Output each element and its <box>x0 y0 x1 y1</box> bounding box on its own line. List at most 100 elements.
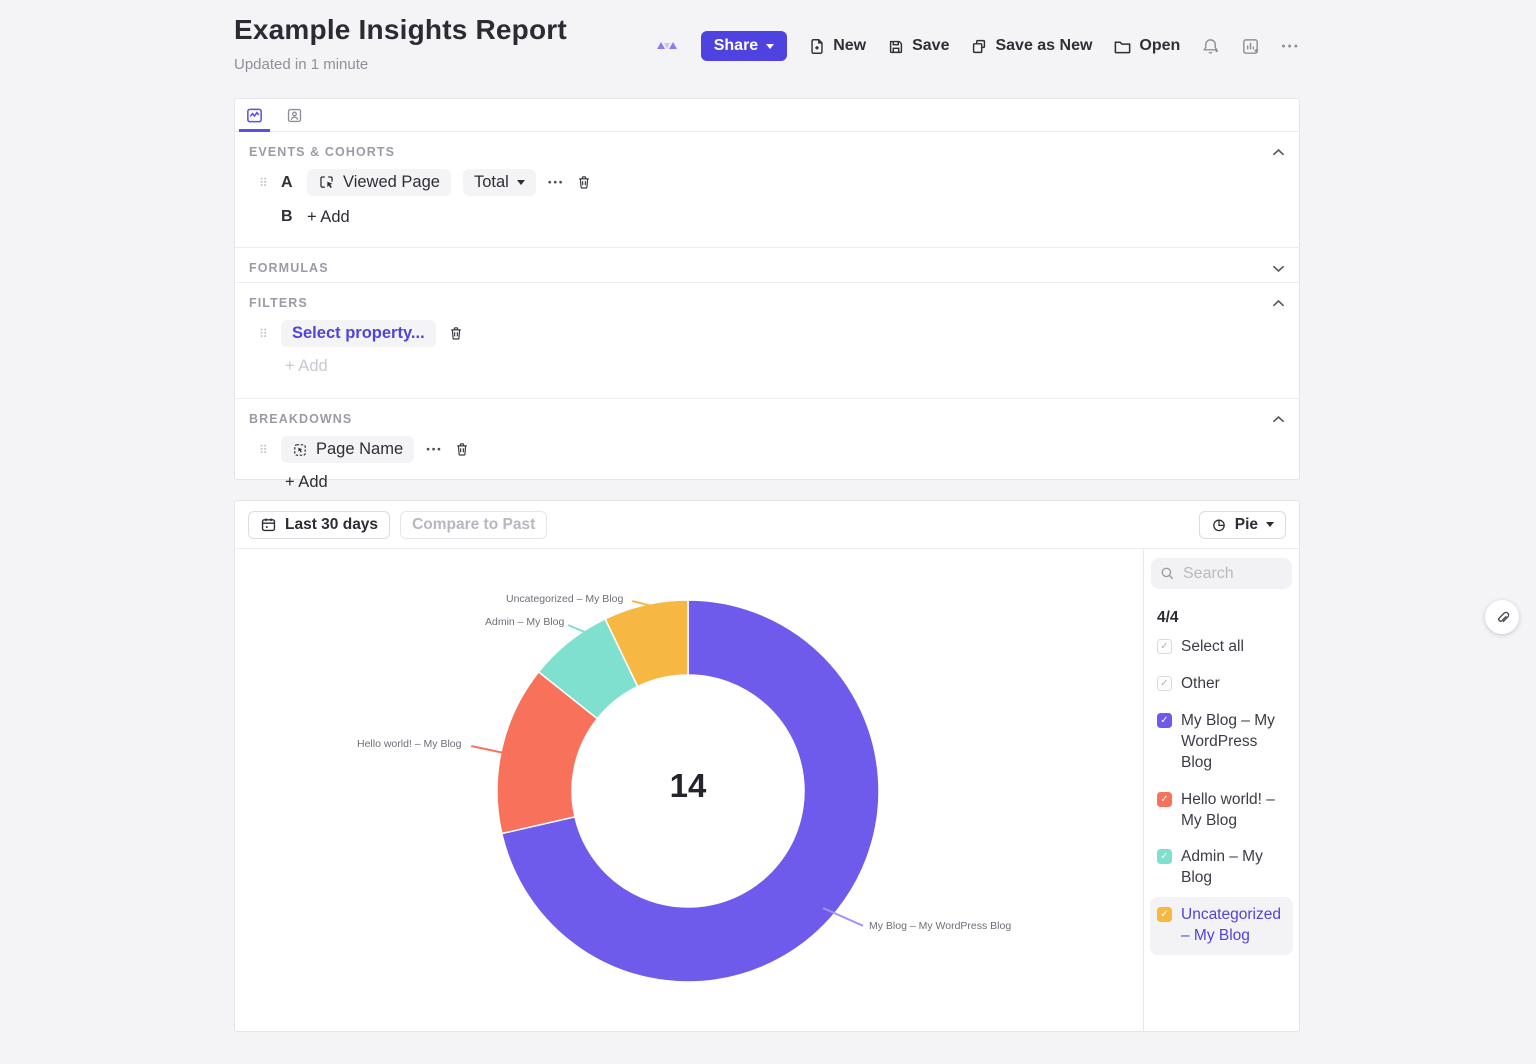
tab-events[interactable] <box>239 99 270 132</box>
aggregation-dropdown[interactable]: Total <box>462 169 536 196</box>
legend-sidebar: 4/4 ✓ Select all ✓ Other ✓ My Blog – My W… <box>1143 549 1299 1032</box>
add-to-board-button[interactable] <box>1241 37 1260 56</box>
event-chip-viewed-page[interactable]: Viewed Page <box>307 169 451 196</box>
share-button[interactable]: Share <box>700 31 788 61</box>
event-row-letter: A <box>281 173 293 191</box>
legend-count: 4/4 <box>1157 609 1179 626</box>
pie-slice[interactable] <box>500 599 880 983</box>
donut-chart: 14 Uncategorized – My Blog Admin – My Bl… <box>235 549 1143 1032</box>
pie-label-uncategorized: Uncategorized – My Blog <box>506 593 624 605</box>
save-as-new-label: Save as New <box>995 37 1093 54</box>
share-label: Share <box>713 37 759 54</box>
pie-label-admin: Admin – My Blog <box>485 616 565 628</box>
chevron-up-icon <box>1272 299 1285 307</box>
drag-handle-icon[interactable]: ⠿ <box>259 326 268 341</box>
pie-label-my-blog: My Blog – My WordPress Blog <box>869 920 1012 932</box>
search-icon <box>1161 567 1174 580</box>
delete-event-button[interactable] <box>576 174 592 191</box>
breakdown-row: ⠿ Page Name ●●● <box>249 432 1285 471</box>
select-all-checkbox[interactable]: ✓ <box>1157 639 1172 654</box>
save-as-new-button[interactable]: Save as New <box>970 37 1092 56</box>
updated-timestamp: Updated in 1 minute <box>234 56 369 73</box>
trash-icon <box>450 327 461 340</box>
chevron-up-icon <box>1272 148 1285 156</box>
search-input[interactable] <box>1183 564 1283 583</box>
chart-type-label: Pie <box>1234 515 1258 533</box>
legend-items: ✓ My Blog – My WordPress Blog ✓ Hello world… <box>1150 703 1293 956</box>
delete-filter-button[interactable] <box>448 325 464 342</box>
trash-icon <box>579 176 589 189</box>
event-row-b: B + Add <box>249 204 1285 235</box>
chevron-up-icon <box>1272 415 1285 423</box>
new-report-button[interactable]: New <box>808 37 866 56</box>
tab-users[interactable] <box>286 99 303 131</box>
report-tabs <box>235 99 1299 132</box>
other-checkbox[interactable]: ✓ <box>1157 675 1172 691</box>
collapse-filters-chevron[interactable] <box>1272 295 1285 313</box>
property-icon <box>294 443 306 456</box>
collaborator-avatar[interactable] <box>656 38 680 55</box>
copy-icon <box>973 39 986 53</box>
donut-center-total: 14 <box>669 767 707 804</box>
chart-line-tab-icon <box>247 108 262 122</box>
legend-item[interactable]: ✓ Admin – My Blog <box>1150 839 1293 897</box>
event-row-letter: B <box>281 207 293 225</box>
paperclip-icon <box>1497 611 1509 622</box>
collapse-events-chevron[interactable] <box>1272 144 1285 162</box>
legend-search[interactable] <box>1151 558 1292 589</box>
chart-controls: Last 30 days Compare to Past Pie <box>235 501 1299 549</box>
more-options-button[interactable]: ●●● <box>1281 42 1300 50</box>
chart-plus-icon <box>1243 38 1259 54</box>
drag-handle-icon[interactable]: ⠿ <box>259 175 268 190</box>
event-click-icon <box>320 176 333 189</box>
collapse-breakdowns-chevron[interactable] <box>1272 411 1285 429</box>
new-document-icon <box>811 38 823 54</box>
select-property-chip[interactable]: Select property... <box>281 320 436 347</box>
event-more-options[interactable]: ●●● <box>547 179 565 186</box>
legend-item[interactable]: ✓ My Blog – My WordPress Blog <box>1150 703 1293 782</box>
filter-row: ⠿ Select property... <box>249 316 1285 355</box>
add-filter-button[interactable]: + Add <box>285 357 328 375</box>
legend-item-label: Admin – My Blog <box>1181 848 1263 887</box>
save-icon <box>889 40 903 53</box>
save-button[interactable]: Save <box>887 37 949 56</box>
breakdown-more-options[interactable]: ●●● <box>426 446 443 453</box>
compare-to-past-button[interactable]: Compare to Past <box>400 510 548 539</box>
chart-type-dropdown[interactable]: Pie <box>1198 510 1286 539</box>
chevron-down-icon <box>1272 265 1285 273</box>
expand-formulas-chevron[interactable] <box>1272 260 1285 278</box>
avatar-triangles-icon <box>656 42 677 49</box>
chart-panel: Last 30 days Compare to Past Pie 14 <box>234 500 1300 1032</box>
drag-handle-icon[interactable]: ⠿ <box>259 442 268 457</box>
delete-breakdown-button[interactable] <box>454 441 470 458</box>
attachment-fab[interactable] <box>1485 600 1519 634</box>
legend-item-checkbox[interactable]: ✓ <box>1157 712 1172 728</box>
legend-item-checkbox[interactable]: ✓ <box>1157 907 1172 923</box>
breakdowns-section: BREAKDOWNS ⠿ Page Name ●●● <box>235 399 1299 506</box>
legend-item[interactable]: ✓ Uncategorized – My Blog <box>1150 897 1293 956</box>
add-event-button[interactable]: + Add <box>307 208 350 226</box>
legend-other[interactable]: ✓ Other <box>1150 666 1293 703</box>
date-range-button[interactable]: Last 30 days <box>248 510 391 539</box>
calendar-icon <box>261 518 276 532</box>
legend-item[interactable]: ✓ Hello world! – My Blog <box>1150 782 1293 840</box>
add-breakdown-button[interactable]: + Add <box>285 473 328 491</box>
pie-label-hello-world: Hello world! – My Blog <box>357 738 462 750</box>
events-cohorts-heading: EVENTS & COHORTS <box>249 145 396 159</box>
open-button[interactable]: Open <box>1113 37 1180 56</box>
save-label: Save <box>912 37 950 54</box>
aggregation-label: Total <box>473 173 509 191</box>
alerts-bell-button[interactable] <box>1201 37 1220 56</box>
trash-icon <box>457 443 468 456</box>
legend-item-checkbox[interactable]: ✓ <box>1157 849 1172 865</box>
query-builder-panel: EVENTS & COHORTS ⠿ A Viewed Page <box>234 98 1300 491</box>
legend-item-label: My Blog – My WordPress Blog <box>1181 711 1275 771</box>
legend-select-all[interactable]: ✓ Select all <box>1150 629 1293 666</box>
breakdown-chip-page-name[interactable]: Page Name <box>281 436 415 463</box>
open-label: Open <box>1139 37 1181 54</box>
pie-slice[interactable] <box>604 599 689 688</box>
legend-item-checkbox[interactable]: ✓ <box>1157 791 1172 807</box>
filters-heading: FILTERS <box>249 296 308 310</box>
select-all-label: Select all <box>1181 638 1244 655</box>
